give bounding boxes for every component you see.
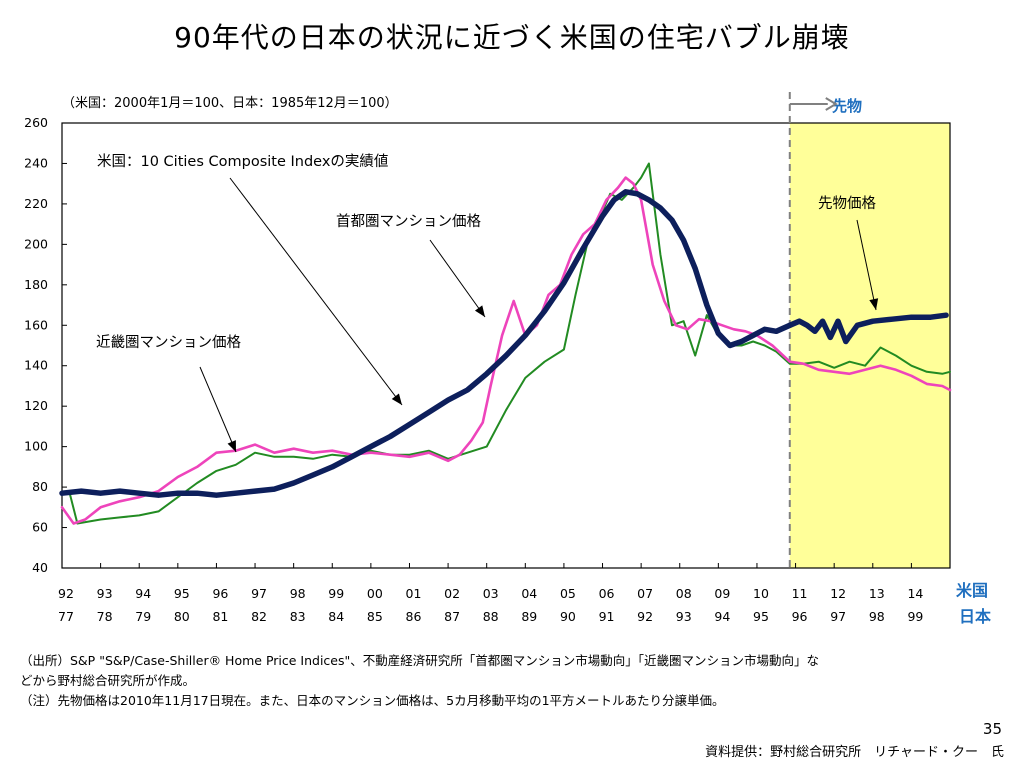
x-tick-label-jp: 83 bbox=[290, 609, 306, 624]
x-tick-label-jp: 84 bbox=[328, 609, 344, 624]
y-tick-label: 180 bbox=[24, 277, 48, 292]
y-tick-label: 220 bbox=[24, 196, 48, 211]
y-tick-label: 260 bbox=[24, 115, 48, 130]
annotation-kinki: 近畿圏マンション価格 bbox=[96, 334, 241, 351]
credit-line: 資料提供：野村総合研究所 リチャード・クー 氏 bbox=[705, 745, 1004, 760]
annotation-arrow-futures bbox=[856, 219, 877, 311]
x-tick-label-us: 05 bbox=[560, 586, 576, 601]
futures-header-label: 先物 bbox=[832, 97, 863, 115]
footnote-source-2: どから野村総合研究所が作成。 bbox=[20, 673, 196, 688]
x-tick-label-jp: 93 bbox=[676, 609, 692, 624]
y-tick-label: 100 bbox=[24, 439, 48, 454]
x-tick-label-jp: 99 bbox=[907, 609, 923, 624]
x-tick-label-us: 95 bbox=[174, 586, 190, 601]
annotation-futures: 先物価格 bbox=[818, 195, 876, 212]
x-tick-label-jp: 90 bbox=[560, 609, 576, 624]
x-tick-label-us: 13 bbox=[869, 586, 885, 601]
index-base-note: （米国：2000年1月＝100、日本：1985年12月＝100） bbox=[62, 96, 398, 111]
x-tick-label-us: 07 bbox=[637, 586, 653, 601]
y-tick-label: 160 bbox=[24, 317, 48, 332]
x-tick-label-us: 11 bbox=[792, 586, 808, 601]
annotation-us: 米国：10 Cities Composite Indexの実績値 bbox=[97, 153, 388, 170]
page-number: 35 bbox=[982, 720, 1002, 738]
x-tick-label-jp: 88 bbox=[483, 609, 499, 624]
x-tick-label-us: 03 bbox=[483, 586, 499, 601]
y-tick-label: 120 bbox=[24, 398, 48, 413]
x-tick-label-us: 08 bbox=[676, 586, 692, 601]
x-tick-label-us: 06 bbox=[599, 586, 615, 601]
x-tick-label-jp: 82 bbox=[251, 609, 267, 624]
annotation-arrow-kinki bbox=[199, 366, 237, 453]
footnote-source-1: （出所）S&P "S&P/Case-Shiller® Home Price In… bbox=[20, 653, 820, 668]
x-tick-label-us: 10 bbox=[753, 586, 769, 601]
x-tick-label-jp: 81 bbox=[212, 609, 228, 624]
x-tick-label-jp: 89 bbox=[521, 609, 537, 624]
annotation-arrowhead-tokyo bbox=[474, 305, 485, 317]
x-axis-label-us: 米国 bbox=[956, 581, 988, 600]
x-tick-label-jp: 79 bbox=[135, 609, 151, 624]
x-tick-label-us: 00 bbox=[367, 586, 383, 601]
series-line-us bbox=[59, 189, 793, 498]
y-tick-label: 60 bbox=[32, 520, 48, 535]
slide-title: 90年代の日本の状況に近づく米国の住宅バブル崩壊 bbox=[174, 21, 850, 54]
footnote-note: （注）先物価格は2010年11月17日現在。また、日本のマンション価格は、5カ月… bbox=[20, 693, 725, 708]
y-tick-label: 40 bbox=[32, 560, 48, 575]
x-tick-label-jp: 91 bbox=[599, 609, 615, 624]
x-tick-label-us: 99 bbox=[328, 586, 344, 601]
x-tick-label-jp: 85 bbox=[367, 609, 383, 624]
x-tick-label-us: 12 bbox=[830, 586, 846, 601]
x-tick-label-jp: 97 bbox=[830, 609, 846, 624]
x-tick-label-us: 04 bbox=[521, 586, 537, 601]
x-tick-label-us: 96 bbox=[212, 586, 228, 601]
annotation-arrowhead-futures bbox=[869, 298, 879, 310]
x-tick-label-jp: 98 bbox=[869, 609, 885, 624]
x-tick-label-jp: 95 bbox=[753, 609, 769, 624]
x-tick-label-us: 93 bbox=[97, 586, 113, 601]
futures-arrow-head bbox=[825, 97, 838, 111]
x-tick-label-jp: 80 bbox=[174, 609, 190, 624]
annotation-arrowhead-kinki bbox=[227, 440, 236, 452]
plot-frame bbox=[61, 122, 951, 569]
y-tick-label: 240 bbox=[24, 155, 48, 170]
x-tick-label-us: 01 bbox=[406, 586, 422, 601]
x-tick-label-jp: 77 bbox=[58, 609, 74, 624]
annotation-arrowhead-us bbox=[391, 393, 402, 405]
annotation-arrow-us bbox=[229, 177, 403, 406]
x-tick-label-jp: 94 bbox=[714, 609, 730, 624]
x-tick-label-us: 94 bbox=[135, 586, 151, 601]
y-tick-label: 80 bbox=[32, 479, 48, 494]
x-tick-label-us: 97 bbox=[251, 586, 267, 601]
y-tick-label: 140 bbox=[24, 358, 48, 373]
futures-region bbox=[789, 123, 950, 568]
annotation-tokyo: 首都圏マンション価格 bbox=[336, 213, 481, 230]
x-tick-label-us: 92 bbox=[58, 586, 74, 601]
x-tick-label-us: 09 bbox=[714, 586, 730, 601]
x-tick-label-us: 14 bbox=[907, 586, 923, 601]
x-tick-label-us: 98 bbox=[290, 586, 306, 601]
series-line-us_futures bbox=[787, 312, 949, 345]
x-tick-label-jp: 78 bbox=[97, 609, 113, 624]
x-tick-label-us: 02 bbox=[444, 586, 460, 601]
x-axis-label-jp: 日本 bbox=[959, 607, 991, 626]
annotation-arrow-tokyo bbox=[429, 239, 486, 318]
x-tick-label-jp: 92 bbox=[637, 609, 653, 624]
y-tick-label: 200 bbox=[24, 236, 48, 251]
x-tick-label-jp: 96 bbox=[792, 609, 808, 624]
x-tick-label-jp: 87 bbox=[444, 609, 460, 624]
x-tick-label-jp: 86 bbox=[406, 609, 422, 624]
